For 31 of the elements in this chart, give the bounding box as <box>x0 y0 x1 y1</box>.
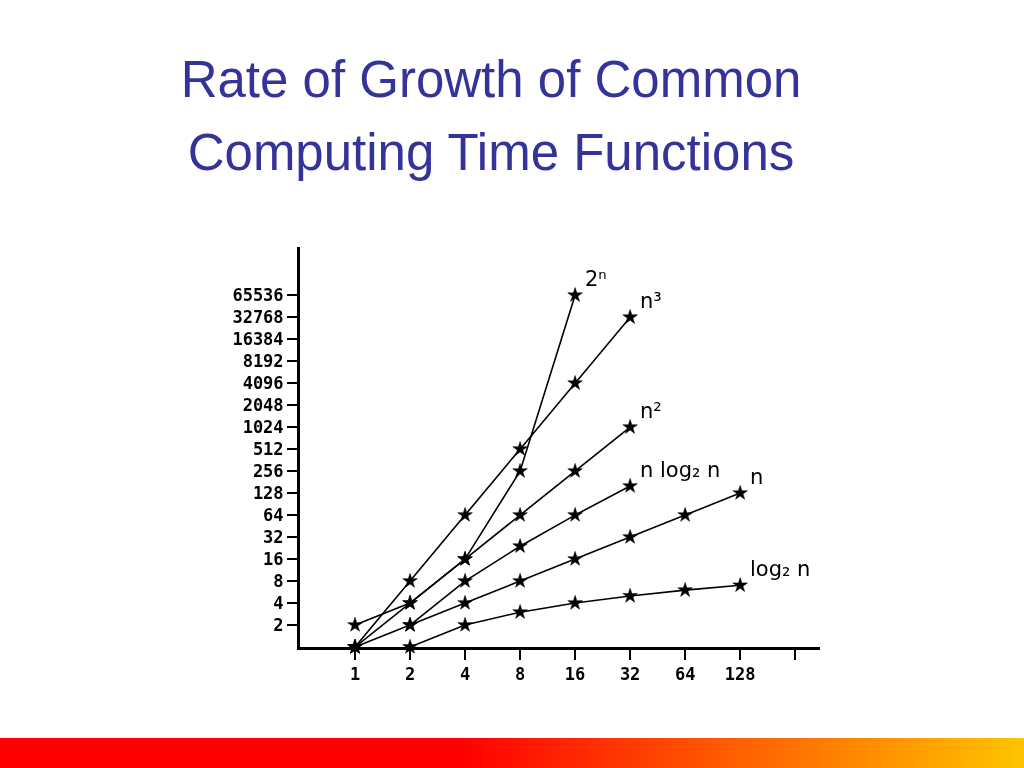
series-label: 2ⁿ <box>585 267 607 291</box>
series-label: n³ <box>640 289 662 313</box>
x-tick-label: 1 <box>349 664 361 685</box>
x-tick-label: 2 <box>404 664 416 685</box>
y-tick-label: 256 <box>252 461 284 482</box>
chart-title: Rate of Growth of Common Computing Time Functions <box>179 50 803 183</box>
x-tick-label: 128 <box>724 664 756 685</box>
x-tick-label: 64 <box>674 664 696 685</box>
y-tick-label: 1024 <box>242 417 284 438</box>
y-tick-label: 65536 <box>232 285 284 306</box>
series-label: log₂ n <box>750 557 811 581</box>
y-tick-label: 2048 <box>242 395 284 416</box>
y-tick-label: 32768 <box>232 307 284 328</box>
x-tick-label: 4 <box>459 664 471 685</box>
y-tick-label: 4 <box>273 592 284 613</box>
series-label: n <box>750 465 764 489</box>
x-tick-label: 32 <box>619 664 641 685</box>
x-tick-label: 16 <box>564 664 586 685</box>
x-tick-label: 8 <box>514 664 526 685</box>
y-tick-label: 64 <box>263 505 284 526</box>
y-tick-label: 128 <box>252 483 284 504</box>
y-tick-label: 8 <box>273 571 284 591</box>
y-tick-label: 2 <box>273 614 284 635</box>
y-tick-label: 32 <box>263 527 284 548</box>
y-tick-label: 512 <box>252 439 284 460</box>
y-tick-label: 8192 <box>242 351 284 372</box>
series-label: n log₂ n <box>640 458 721 482</box>
y-tick-label: 4096 <box>242 373 284 394</box>
y-tick-label: 16 <box>263 549 284 570</box>
series-label: n² <box>640 399 662 423</box>
y-tick-label: 16384 <box>232 329 284 350</box>
